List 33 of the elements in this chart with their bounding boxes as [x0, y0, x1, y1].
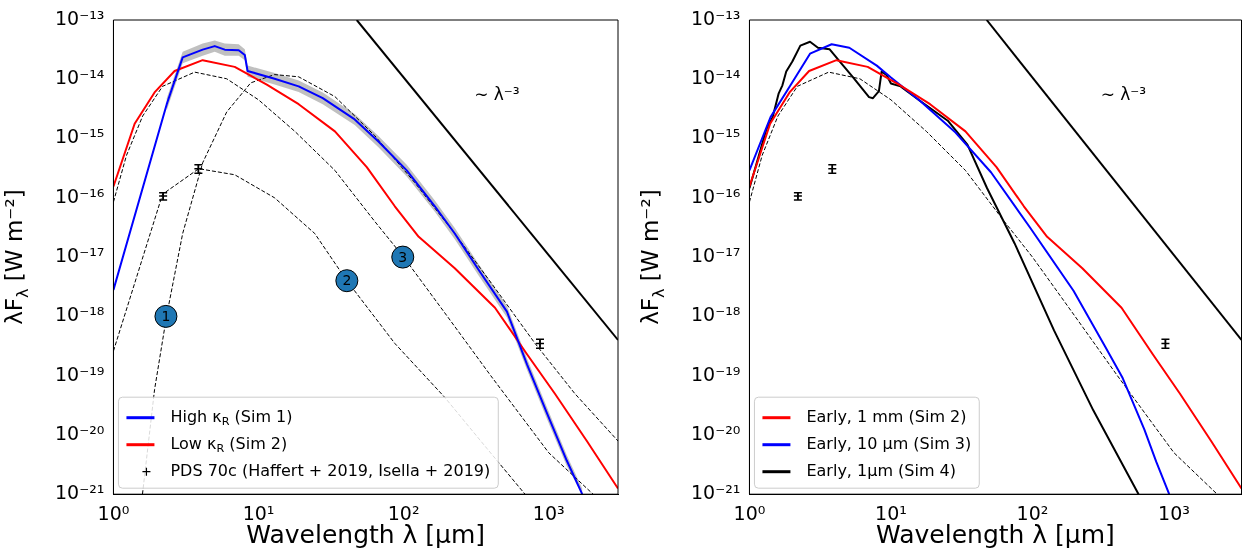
y-tick-label: 10⁻²⁰: [54, 421, 105, 444]
y-tick-label: 10⁻¹⁸: [690, 303, 741, 326]
legend-label: Early, 10 μm (Sim 3): [806, 433, 972, 453]
annotation: 1: [161, 308, 171, 325]
x-tick-label: 10³: [532, 501, 565, 524]
annotation: 2: [342, 272, 352, 289]
y-tick-label: 10⁻¹⁸: [54, 303, 105, 326]
y-tick-label: 10⁻¹⁶: [54, 184, 105, 207]
legend-label: PDS 70c (Haffert + 2019, Isella + 2019): [170, 460, 491, 480]
legend-label: Early, 1μm (Sim 4): [806, 460, 956, 480]
y-tick-label: 10⁻¹³: [690, 6, 741, 29]
y-tick-label: 10⁻¹⁶: [690, 184, 741, 207]
y-tick-label: 10⁻¹⁵: [54, 125, 105, 148]
y-tick-label: 10⁻²¹: [690, 481, 741, 504]
legend-label: Early, 1 mm (Sim 2): [806, 406, 967, 426]
x-tick-label: 10³: [1158, 501, 1190, 524]
x-tick-label: 10⁰: [97, 501, 130, 524]
y-tick-label: 10⁻¹⁹: [690, 362, 741, 385]
y-tick-label: 10⁻¹⁷: [54, 244, 105, 267]
y-tick-label: 10⁻¹⁴: [54, 66, 105, 89]
y-tick-label: 10⁻¹³: [54, 6, 105, 29]
y-tick-label: 10⁻¹⁵: [690, 125, 741, 148]
annotation: 3: [398, 248, 408, 265]
y-tick-label: 10⁻¹⁴: [690, 66, 741, 89]
annotation: ∼ λ⁻³: [1100, 84, 1147, 105]
x-tick-label: 10⁰: [733, 501, 766, 524]
y-tick-label: 10⁻¹⁹: [54, 362, 105, 385]
y-axis-title: λFλ [W m⁻²]: [637, 189, 668, 325]
y-axis-title: λFλ [W m⁻²]: [1, 189, 32, 325]
y-tick-label: 10⁻²¹: [54, 481, 105, 504]
y-tick-label: 10⁻¹⁷: [690, 244, 741, 267]
annotation: ∼ λ⁻³: [474, 84, 520, 105]
y-tick-label: 10⁻²⁰: [690, 421, 741, 444]
